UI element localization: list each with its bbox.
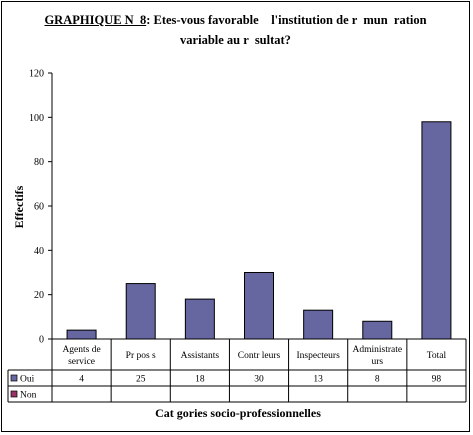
- category-label: Agents de: [62, 345, 100, 355]
- chart-title-text: : Etes-vous favorable l'institution de r…: [146, 13, 427, 27]
- chart-title-line-2: variable au r sultat?: [180, 33, 291, 47]
- x-axis-label: Cat gories socio-professionnelles: [155, 406, 321, 420]
- category-label: Pr pos s: [126, 351, 156, 361]
- bars: [66, 121, 452, 340]
- data-value-label: 30: [254, 375, 264, 385]
- data-value-label: 8: [375, 375, 380, 385]
- data-table: Agents de service Pr pos s Assistants Contr …: [7, 338, 467, 403]
- data-value-label: 4: [79, 375, 84, 385]
- chart-title-line-1: GRAPHIQUE N 8: Etes-vous favorable l'ins…: [2, 13, 469, 28]
- y-axis: 0 20 40 60 80 100 120: [29, 69, 53, 346]
- y-tick-label: 120: [29, 69, 44, 80]
- category-label: Total: [427, 351, 447, 361]
- legend-label: Non: [20, 391, 37, 401]
- legend-swatch: [10, 390, 18, 398]
- y-tick-label: 0: [39, 335, 44, 346]
- chart-title-number: GRAPHIQUE N 8: [44, 13, 147, 27]
- y-tick-label: 80: [34, 157, 44, 168]
- legend-swatch: [10, 374, 18, 382]
- bar: [125, 283, 156, 340]
- y-axis-label: Effectifs: [12, 185, 26, 228]
- category-label: Administrate: [352, 345, 402, 355]
- bar: [303, 309, 334, 340]
- data-value-label: 13: [313, 375, 323, 385]
- bar: [244, 272, 274, 340]
- bar: [421, 121, 452, 340]
- data-value-label: 25: [136, 375, 146, 385]
- category-label: Inspecteurs: [297, 351, 341, 361]
- bar: [184, 298, 215, 340]
- legend-label: Oui: [20, 375, 35, 385]
- y-tick-label: 100: [29, 113, 44, 124]
- category-label: Contr leurs: [238, 351, 281, 361]
- category-label: urs: [371, 357, 383, 367]
- y-tick-label: 60: [34, 202, 44, 213]
- data-value-label: 98: [432, 375, 442, 385]
- category-label: service: [68, 357, 95, 367]
- y-tick-label: 20: [34, 290, 44, 301]
- bar: [66, 329, 97, 340]
- y-tick-label: 40: [34, 246, 44, 257]
- category-label: Assistants: [181, 351, 220, 361]
- bar: [362, 320, 393, 340]
- data-value-label: 18: [195, 375, 205, 385]
